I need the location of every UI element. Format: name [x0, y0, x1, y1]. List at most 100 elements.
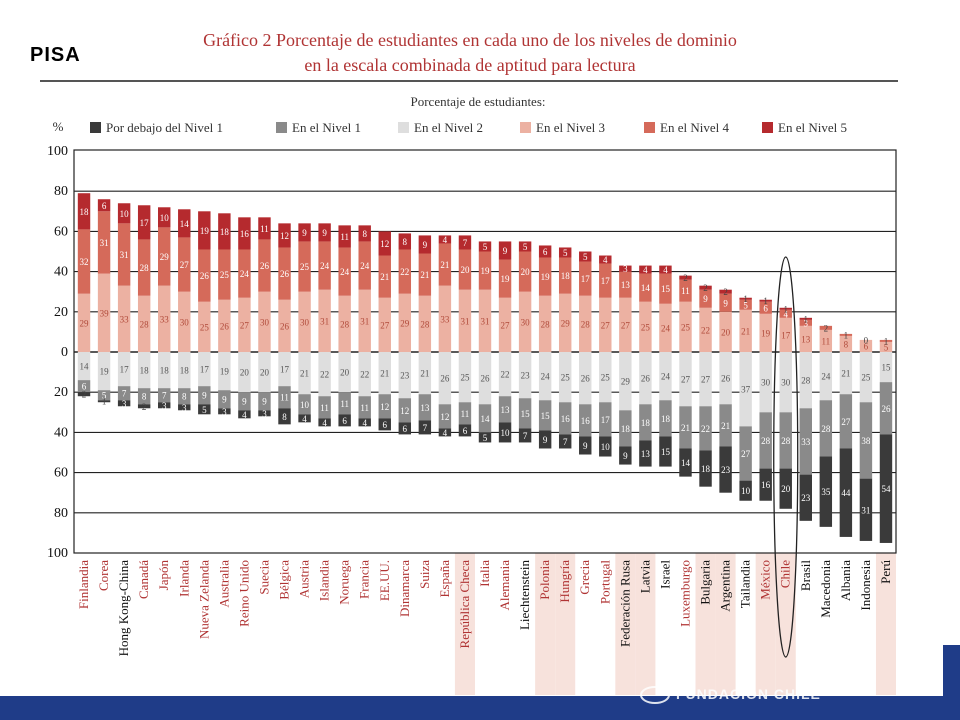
bar-value-label: 15	[661, 284, 671, 294]
x-tick-label: España	[437, 560, 452, 598]
x-tick-label: Bulgaria	[698, 560, 713, 605]
bar-segment	[498, 241, 512, 260]
bar-value-label: 20	[521, 267, 531, 277]
bar-segment	[338, 352, 351, 393]
bar-segment	[679, 279, 692, 302]
x-tick-label: Perú	[878, 560, 893, 584]
bar-value-label: 0	[864, 335, 869, 345]
highlight-band	[775, 553, 796, 695]
legend-swatch-0	[90, 122, 101, 133]
legend-label-1: En el Nivel 1	[292, 120, 361, 135]
bar-segment	[558, 257, 572, 294]
bar-value-label: 33	[440, 314, 450, 324]
bar-value-label: 31	[861, 505, 870, 515]
bar-value-label: 12	[380, 402, 389, 412]
bar-group: 23 15 7 30 20 5	[518, 241, 532, 443]
bar-value-label: 27	[501, 320, 511, 330]
bar-value-label: 14	[180, 219, 190, 229]
bar-segment	[358, 241, 371, 290]
bar-segment	[278, 223, 291, 248]
bar-value-label: 18	[80, 207, 90, 217]
bar-segment	[77, 392, 91, 397]
bar-segment	[418, 420, 432, 435]
bar-value-label: 9	[322, 228, 327, 238]
bar-segment	[538, 430, 552, 449]
bar-value-label: 28	[801, 376, 811, 386]
bar-value-label: 1	[844, 330, 849, 340]
bar-value-label: 5	[523, 242, 528, 252]
bar-segment	[759, 412, 772, 469]
bar-segment	[498, 422, 512, 443]
bar-value-label: 3	[222, 407, 227, 417]
bar-value-label: 26	[280, 269, 290, 279]
bar-segment	[699, 406, 712, 451]
bar-group: 25 38 31 60	[859, 335, 873, 541]
bar-segment	[759, 468, 772, 501]
bar-value-label: 26	[481, 374, 491, 384]
bar-segment	[558, 352, 572, 403]
bar-segment	[378, 297, 391, 352]
bar-value-label: 5	[563, 248, 568, 258]
bar-value-label: 25	[220, 270, 230, 280]
bar-value-label: 24	[661, 372, 671, 382]
bar-value-label: 15	[541, 411, 551, 421]
bar-value-label: 21	[420, 270, 429, 280]
bar-segment	[238, 249, 251, 298]
bar-segment	[238, 352, 251, 393]
bar-value-label: 24	[340, 267, 350, 277]
bar-segment	[438, 235, 452, 244]
bar-segment	[558, 434, 572, 449]
bar-segment	[418, 352, 432, 395]
bar-segment	[338, 225, 351, 248]
bar-value-label: 25	[681, 322, 691, 332]
bar-value-label: 31	[460, 316, 469, 326]
title-rule	[40, 80, 898, 82]
bar-value-label: 18	[661, 414, 671, 424]
bar-segment	[518, 428, 532, 443]
highlight-band	[695, 553, 716, 695]
bar-value-label: 11	[461, 409, 470, 419]
bar-value-label: 29	[160, 252, 170, 262]
bar-segment	[258, 352, 271, 393]
bar-value-label: 1	[804, 314, 809, 324]
bar-segment	[398, 233, 412, 250]
bar-segment	[178, 291, 191, 352]
bar-segment	[799, 474, 812, 521]
bar-segment	[378, 231, 391, 256]
bar-segment	[839, 352, 853, 395]
bar-value-label: 16	[561, 414, 571, 424]
bar-group: 18 82 28 28 17	[137, 205, 151, 412]
bar-value-label: 8	[182, 392, 187, 402]
bar-group: 30 28 16 19 61	[759, 296, 772, 501]
bar-value-label: 28	[140, 319, 150, 329]
bar-value-label: 5	[483, 433, 488, 443]
bar-segment	[639, 352, 652, 405]
bar-segment	[238, 410, 251, 419]
bar-value-label: 21	[841, 369, 850, 379]
bar-value-label: 7	[523, 431, 528, 441]
x-tick-label: Grecia	[577, 560, 592, 595]
bar-value-label: 28	[781, 436, 791, 446]
bar-value-label: 10	[601, 442, 611, 452]
bar-segment	[298, 414, 311, 423]
bar-value-label: 26	[220, 321, 230, 331]
bar-value-label: 2	[723, 287, 728, 297]
bar-value-label: 28	[541, 319, 551, 329]
bar-value-label: 16	[240, 229, 250, 239]
bar-value-label: 26	[721, 374, 731, 384]
bar-segment	[478, 251, 492, 290]
bar-segment	[378, 255, 391, 298]
bar-segment	[619, 271, 632, 298]
bar-segment	[338, 414, 351, 427]
legend-swatch-5	[762, 122, 773, 133]
bar-value-label: 31	[320, 316, 329, 326]
bar-value-label: 22	[400, 267, 409, 277]
bar-value-label: 19	[761, 328, 771, 338]
bar-segment	[739, 299, 752, 310]
bar-segment	[699, 289, 712, 308]
bar-group: 28 33 23 13 31	[799, 314, 812, 521]
bar-segment	[558, 402, 572, 435]
bar-segment	[97, 390, 111, 401]
bar-value-label: 2	[683, 273, 688, 283]
bar-segment	[579, 436, 592, 455]
